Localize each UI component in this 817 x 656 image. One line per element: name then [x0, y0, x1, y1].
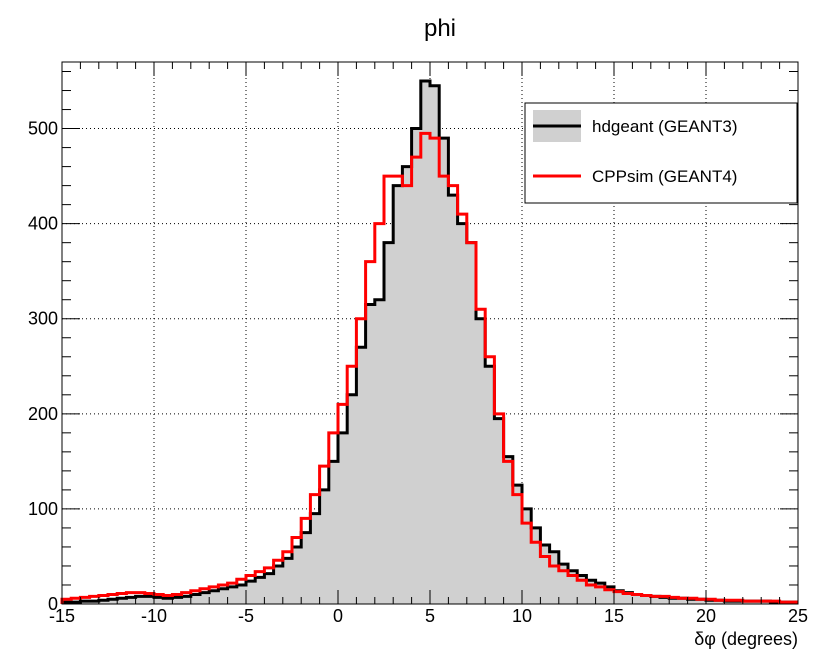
- x-tick-label: 15: [604, 606, 624, 626]
- legend-label-cppsim: CPPsim (GEANT4): [592, 167, 737, 186]
- x-tick-label: 0: [333, 606, 343, 626]
- x-tick-label: 25: [788, 606, 808, 626]
- legend: hdgeant (GEANT3) CPPsim (GEANT4): [524, 102, 798, 204]
- x-tick-label: 5: [425, 606, 435, 626]
- axes: [61, 61, 799, 605]
- x-axis-title: δφ (degrees): [694, 629, 798, 649]
- histogram-bars: [60, 79, 798, 604]
- y-tick-label: 0: [48, 594, 58, 614]
- y-tick-label: 400: [28, 214, 58, 234]
- y-tick-label: 200: [28, 404, 58, 424]
- x-tick-label: -10: [141, 606, 167, 626]
- y-tick-label: 300: [28, 309, 58, 329]
- chart-title: phi: [424, 15, 456, 42]
- x-tick-label: 20: [696, 606, 716, 626]
- y-tick-label: 100: [28, 499, 58, 519]
- x-tick-label: -15: [49, 606, 75, 626]
- y-tick-label: 500: [28, 119, 58, 139]
- x-tick-label: -5: [238, 606, 254, 626]
- tick-labels: -15 -10 -5 0 5 10 15 20 25 0 100 200 300 400 500: [28, 119, 808, 626]
- histogram-fill-0: [62, 81, 798, 604]
- legend-label-hdgeant: hdgeant (GEANT3): [592, 117, 738, 136]
- x-tick-label: 10: [512, 606, 532, 626]
- histogram-line-1: [60, 131, 798, 604]
